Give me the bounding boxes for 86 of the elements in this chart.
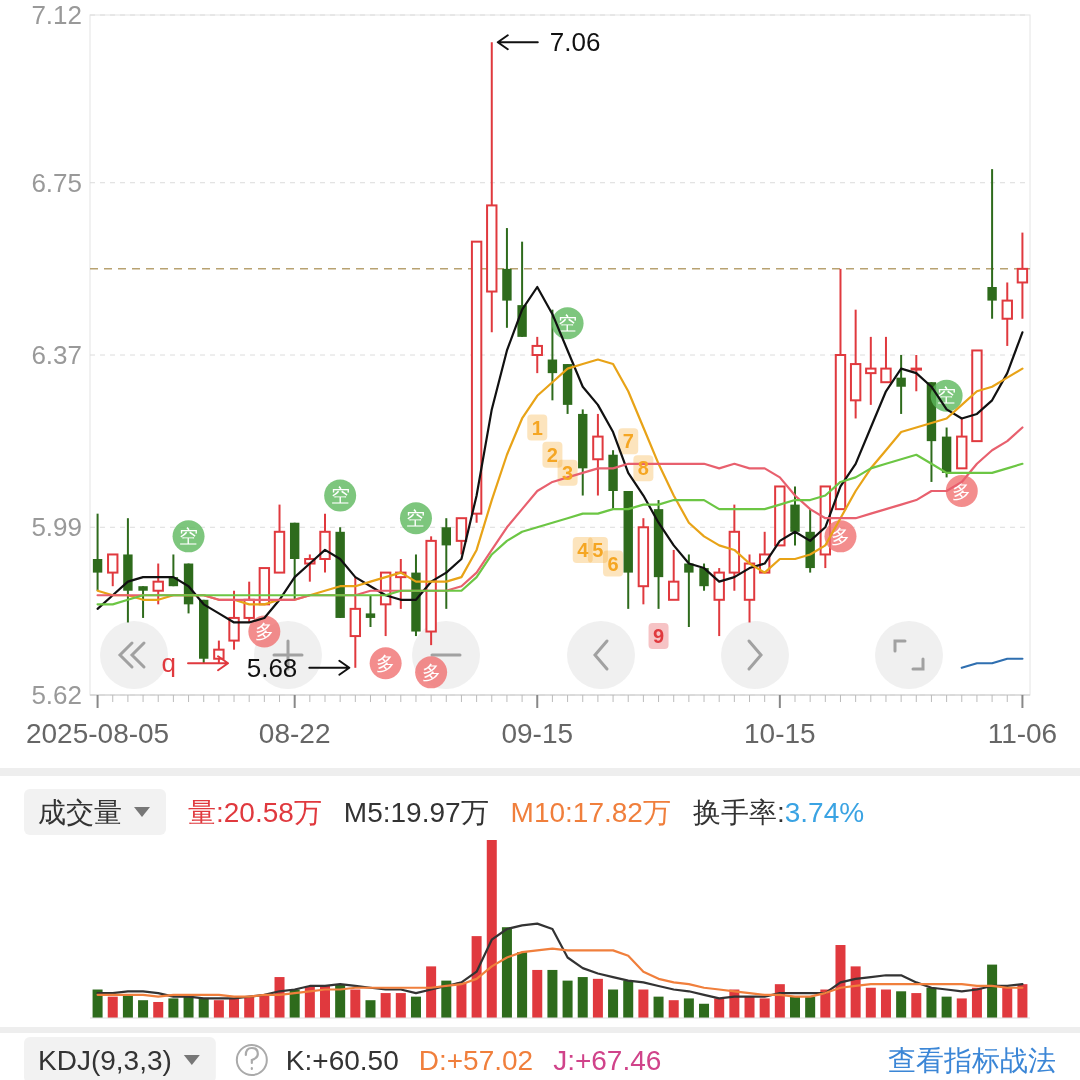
bar [517,952,528,1018]
bar [714,998,725,1018]
y-tick-label: 6.37 [31,340,82,370]
y-tick-label: 6.75 [31,167,82,198]
bar [759,998,770,1018]
annotation: 空 [406,507,426,529]
annotation: 空 [558,312,578,334]
bar [365,1000,376,1018]
bar [122,994,133,1018]
annotation: 空 [179,525,199,547]
bar [805,996,816,1018]
annotation: 7.06 [549,27,601,58]
bar [107,996,118,1018]
text: 量:20.58万 [188,796,322,828]
chart-title: 成交量 [38,796,122,828]
bar [592,978,603,1018]
bar [911,993,922,1018]
x-tick-label: 11-06 [987,718,1058,749]
y-tick-label: 5.99 [31,512,82,543]
y-tick-label: 7.12 [31,0,82,30]
bar [471,936,482,1018]
text: 换手率:3.74% [692,796,865,828]
bar [532,969,543,1018]
text: J:+67.46 [553,1044,662,1076]
annotation: 多 [830,525,850,547]
bar [501,927,512,1018]
bar [956,998,967,1018]
annotation: 多 [254,621,274,643]
annotation: 5.68 [246,652,298,683]
bar [577,977,588,1018]
bar [486,840,497,1018]
bar [350,989,361,1018]
bar [213,1000,224,1018]
x-tick-label: 2025-08-05 [25,718,170,749]
bar [850,966,861,1018]
text: M5:19.97万 [343,796,489,828]
annotation: 6 [607,552,619,575]
bar [259,994,270,1018]
annotation: 多 [376,652,396,674]
bar [426,966,437,1018]
bar [395,993,406,1018]
bar [562,980,573,1018]
bar [410,996,421,1018]
text: D:+57.02 [418,1044,534,1076]
annotation: 4 [577,538,590,561]
x-tick-label: 10-15 [744,718,816,749]
text: M10:17.82万 [510,796,671,828]
annotation: 空 [937,385,957,407]
bar [638,989,649,1018]
bar [1017,984,1028,1018]
bar [880,989,891,1018]
bar [926,987,937,1018]
bar [547,969,558,1018]
bar [608,989,619,1018]
bar [941,996,952,1018]
bar [653,996,664,1018]
bar [896,991,907,1018]
annotation: 5 [592,538,604,561]
x-tick-label: 08-22 [258,718,331,749]
x-tick-label: 09-15 [501,718,574,749]
bar [835,945,846,1018]
annotation: 1 [531,416,543,439]
annotation: 2 [546,443,558,466]
annotation: 空 [330,485,350,507]
bar [987,964,998,1018]
bar [790,996,800,1018]
text: K:+60.50 [285,1044,399,1076]
annotation: q [161,648,177,679]
bar [699,1003,710,1018]
y-tick-label: 5.62 [31,680,82,710]
annotation: 多 [421,661,441,683]
bar [683,998,694,1018]
text: 查看指标战法 [888,1044,1056,1076]
bar [138,1000,149,1018]
bar [380,993,391,1018]
bar [865,987,876,1018]
bar [168,998,179,1018]
bar [623,980,634,1018]
bar [153,1001,164,1018]
bar [244,996,255,1018]
bar [1002,987,1013,1018]
annotation: 7 [622,430,634,453]
text: KDJ(9,3,3) [38,1044,172,1076]
annotation: 多 [952,480,972,502]
bar [668,1000,679,1018]
line-series [96,285,1024,624]
